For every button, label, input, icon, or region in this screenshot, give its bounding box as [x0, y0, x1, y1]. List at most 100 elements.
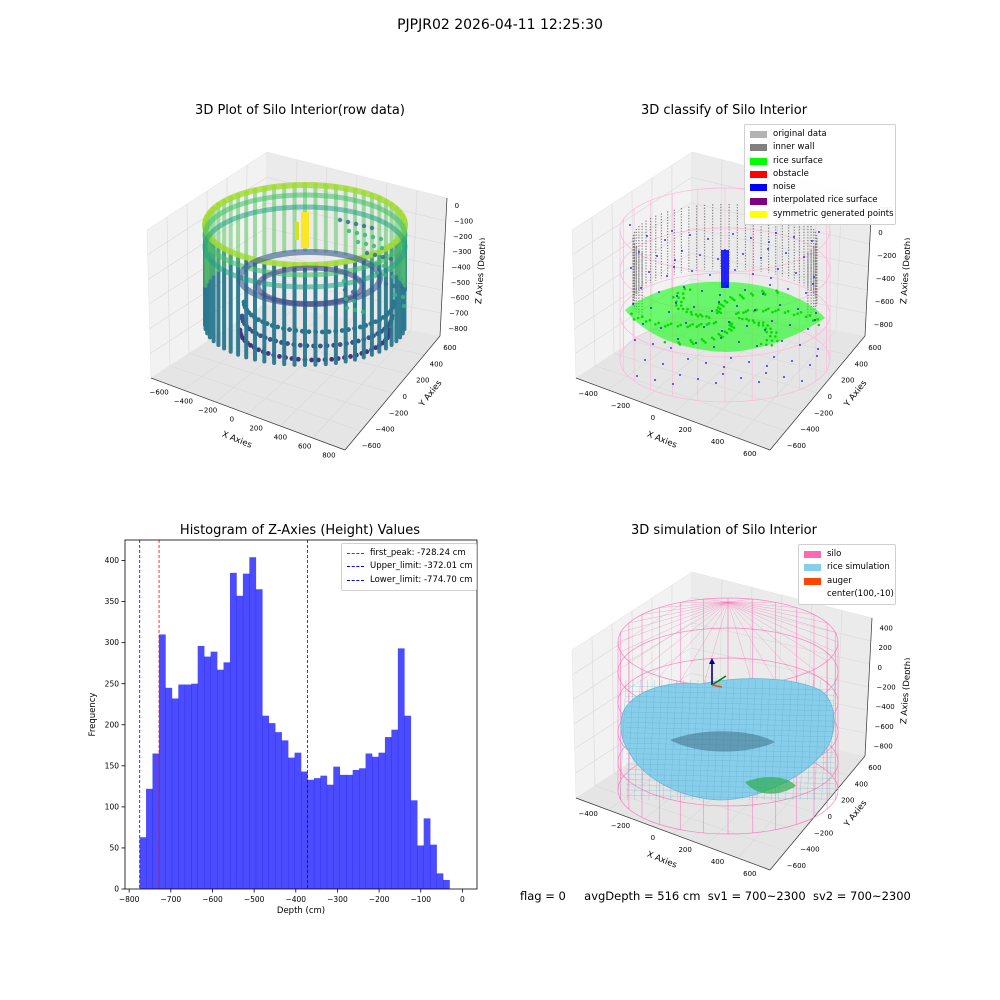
noise-point	[668, 311, 670, 313]
noise-point	[783, 376, 785, 378]
raw-point	[364, 250, 370, 256]
axis-arrowhead	[709, 658, 715, 664]
rice-mesh-line	[814, 679, 821, 801]
rice-mesh-line	[625, 701, 835, 706]
z-axis-line	[864, 617, 873, 757]
rice-surface-point	[728, 327, 731, 331]
rice-surface-point	[757, 321, 761, 325]
rice-surface-point	[715, 311, 719, 315]
histogram-chart: −800 −700 −600 −500 −400 −300 −200 −100 0 0 50 100 1…	[88, 539, 478, 916]
raw-point	[361, 223, 367, 229]
classify-legend-entry: symmetric generated points	[750, 208, 894, 221]
z-tick-label: −300	[452, 248, 471, 256]
rice-mesh-line	[807, 679, 814, 801]
noise-point	[679, 374, 681, 376]
histogram-bar	[372, 756, 379, 889]
raw-point	[350, 289, 356, 295]
noise-point	[671, 230, 673, 232]
histogram-bar	[333, 766, 341, 889]
raw-point	[326, 329, 332, 335]
z-tick-label: −400	[876, 275, 895, 283]
raw-point	[360, 309, 366, 315]
rice-surface-point	[666, 323, 670, 327]
rice-surface-point	[691, 322, 694, 326]
x-tick-label: 0	[460, 895, 465, 904]
rice-surface-point	[677, 341, 681, 344]
histogram-bar	[262, 715, 270, 889]
x-tick-label: −200	[198, 407, 217, 415]
rice-surface-point	[679, 323, 682, 327]
raw-point	[341, 278, 347, 284]
grid-line	[737, 330, 837, 439]
silo-roof-line	[620, 601, 729, 633]
z-tick-label: 400	[880, 624, 893, 632]
noise-point	[629, 224, 631, 226]
noise-point	[758, 381, 760, 383]
y-tick-label: −600	[787, 442, 806, 450]
rice-surface-point	[761, 324, 765, 327]
y-tick-label: 150	[105, 761, 120, 770]
z-tick-label: −400	[452, 264, 471, 272]
rice-mesh-line	[828, 679, 835, 801]
x-tick-label: 600	[743, 870, 756, 878]
noise-point	[674, 259, 676, 261]
silo-roof-line	[703, 601, 729, 685]
raw-point	[400, 294, 406, 300]
histogram-bar	[443, 879, 450, 889]
raw-point	[319, 329, 325, 335]
noise-point	[748, 361, 750, 363]
histogram-frame	[124, 539, 478, 890]
simulation-legend-label: rice simulation	[827, 562, 890, 573]
rice-surface-point	[700, 337, 704, 341]
z-tick-label: 0	[878, 664, 882, 672]
y-tick-label: 400	[855, 780, 868, 788]
noise-point	[726, 285, 728, 287]
raw-point	[306, 329, 312, 335]
rice-surface-point	[770, 343, 774, 347]
y-tick-label: 200	[841, 797, 854, 805]
y-axis-line	[769, 335, 866, 451]
noise-point	[689, 234, 691, 236]
raw-point	[285, 341, 290, 346]
histogram-bar	[378, 752, 386, 889]
noise-point	[717, 258, 719, 260]
rice-mesh-line	[655, 679, 663, 801]
x-tick-label: −400	[174, 398, 193, 406]
raw-point	[351, 298, 357, 304]
simulation-legend-label: center(100,-10)	[827, 588, 894, 599]
histogram-bar	[146, 788, 153, 889]
classify-legend-swatch	[750, 210, 767, 218]
raw-point	[363, 241, 369, 247]
noise-point	[648, 271, 650, 273]
histogram-legend-label: first_peak: -728.24 cm	[370, 548, 466, 558]
noise-point	[799, 344, 801, 346]
noise-point	[713, 346, 715, 348]
raw-point	[258, 333, 263, 339]
noise-point	[809, 364, 811, 366]
noise-point	[724, 249, 726, 251]
classify-legend-label: noise	[773, 182, 796, 193]
rice-surface-point	[682, 296, 685, 300]
x-tick-label: 400	[711, 438, 724, 446]
raw-point	[372, 252, 378, 258]
histogram-bar	[307, 779, 315, 889]
histogram-bar	[404, 715, 412, 889]
x-tick-label: 0	[230, 416, 234, 424]
noise-point	[636, 375, 638, 377]
grid-line	[572, 177, 692, 255]
histogram-bar	[191, 683, 198, 889]
noise-point	[705, 362, 707, 364]
noise-point	[642, 323, 644, 325]
noise-point	[673, 266, 675, 268]
x-tick-label: −200	[369, 895, 390, 904]
histogram-bar	[391, 729, 399, 889]
rice-surface-point	[697, 324, 701, 327]
x-axis-line	[575, 797, 771, 871]
classify-legend-entry: interpolated rice surface	[750, 194, 890, 207]
noise-point	[728, 321, 730, 323]
raw-top-ring	[202, 182, 409, 268]
rice-surface-point	[680, 300, 683, 304]
figure-title: PJPJR02 2026-04-11 12:25:30	[397, 17, 603, 33]
raw-point	[357, 324, 363, 330]
histogram-bar	[359, 768, 366, 889]
